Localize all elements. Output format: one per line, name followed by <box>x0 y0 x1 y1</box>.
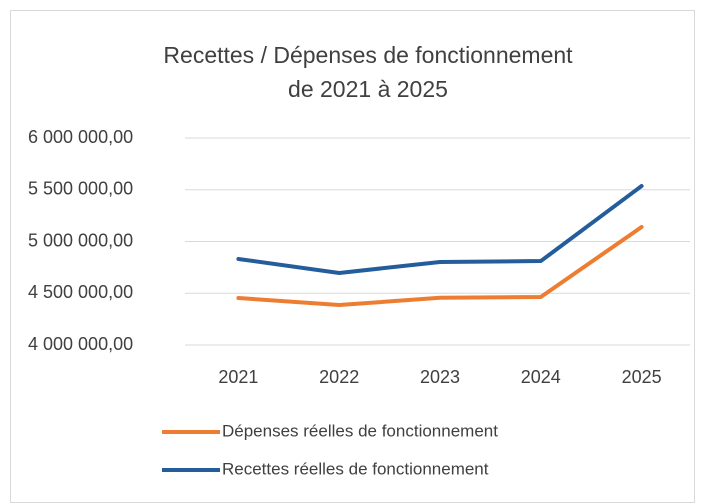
chart-border <box>10 10 695 503</box>
legend-label: Recettes réelles de fonctionnement <box>222 459 489 478</box>
chart-title: de 2021 à 2025 <box>288 76 448 102</box>
y-tick-label: 6 000 000,00 <box>28 127 133 147</box>
y-tick-label: 4 000 000,00 <box>28 334 133 354</box>
x-tick-label: 2025 <box>622 367 662 387</box>
x-tick-label: 2023 <box>420 367 460 387</box>
x-tick-label: 2024 <box>521 367 561 387</box>
x-tick-label: 2022 <box>319 367 359 387</box>
x-tick-label: 2021 <box>218 367 258 387</box>
y-tick-label: 4 500 000,00 <box>28 282 133 302</box>
legend-label: Dépenses réelles de fonctionnement <box>222 421 498 440</box>
chart-title: Recettes / Dépenses de fonctionnement <box>163 42 573 68</box>
series-line <box>236 225 644 308</box>
y-tick-label: 5 000 000,00 <box>28 230 133 250</box>
series-line <box>236 184 644 275</box>
y-tick-label: 5 500 000,00 <box>28 179 133 199</box>
